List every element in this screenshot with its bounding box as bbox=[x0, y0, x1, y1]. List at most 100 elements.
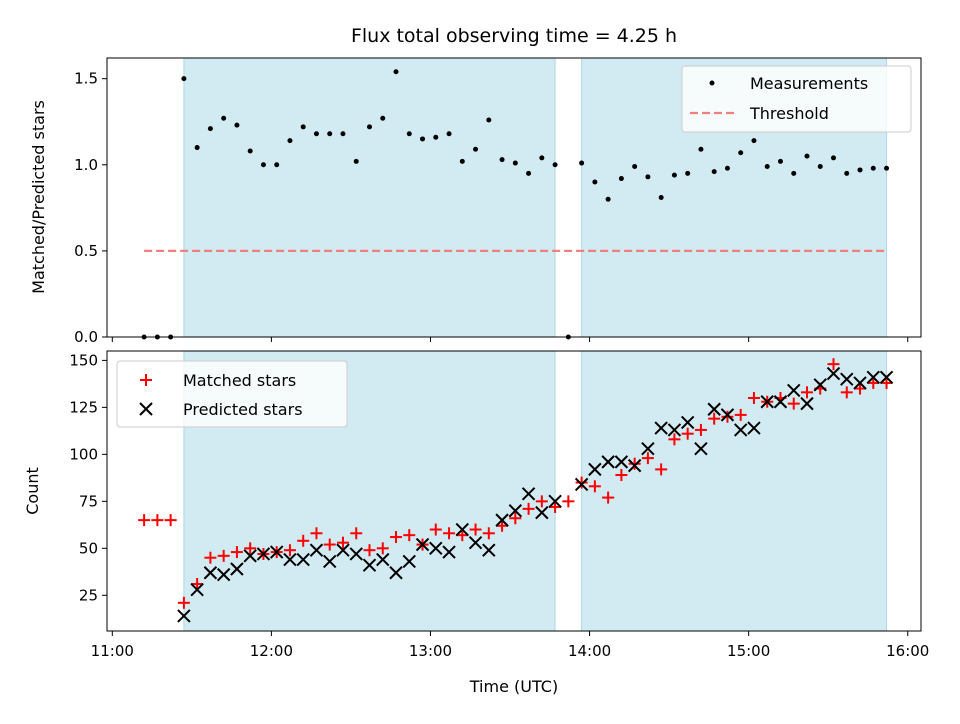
predicted-star-point bbox=[535, 505, 549, 520]
matched-star-point bbox=[681, 427, 694, 440]
predicted-star-point bbox=[508, 504, 523, 518]
y-tick-label: 75 bbox=[79, 492, 98, 510]
predicted-star-point bbox=[548, 494, 562, 509]
predicted-star-point bbox=[588, 462, 602, 477]
top-y-ticks: 0.0 0.5 1.0 1.5 bbox=[74, 70, 107, 346]
predicted-star-point bbox=[323, 554, 337, 569]
matched-star-point bbox=[230, 546, 243, 559]
matched-star-point bbox=[575, 476, 588, 489]
predicted-star-point bbox=[309, 543, 324, 557]
x-tick-label: 15:00 bbox=[727, 642, 770, 660]
predicted-star-point bbox=[283, 552, 297, 567]
measurement-point bbox=[486, 117, 492, 123]
measurement-point bbox=[724, 165, 730, 171]
measurement-point bbox=[207, 126, 213, 132]
predicted-star-point bbox=[190, 582, 204, 597]
predicted-star-point bbox=[720, 408, 735, 422]
predicted-star-point bbox=[879, 370, 894, 385]
measurement-point bbox=[260, 162, 266, 168]
measurement-point bbox=[844, 170, 850, 176]
y-tick-label: 150 bbox=[69, 351, 98, 369]
measurement-point bbox=[181, 76, 187, 82]
measurement-point bbox=[671, 172, 677, 178]
matched-star-point bbox=[655, 463, 668, 476]
matched-star-point bbox=[177, 596, 190, 609]
legend-measurements-marker bbox=[709, 80, 715, 86]
matched-star-point bbox=[429, 523, 442, 536]
matched-star-point bbox=[310, 527, 323, 540]
legend-threshold-label: Threshold bbox=[749, 104, 829, 123]
predicted-star-point bbox=[336, 543, 350, 557]
predicted-star-point bbox=[296, 552, 310, 567]
measurement-point bbox=[579, 160, 585, 166]
matched-star-point bbox=[721, 410, 734, 423]
matched-star-point bbox=[376, 542, 389, 555]
matched-star-point bbox=[363, 544, 376, 557]
measurement-point bbox=[287, 138, 293, 144]
top-legend: Measurements Threshold bbox=[681, 65, 912, 133]
measurement-point bbox=[327, 131, 333, 137]
y-tick-label: 1.5 bbox=[74, 70, 98, 88]
legend-matched-label: Matched stars bbox=[183, 371, 296, 390]
matched-star-point bbox=[615, 469, 628, 482]
matched-star-point bbox=[496, 519, 509, 532]
shaded-span bbox=[581, 350, 888, 632]
matched-star-point bbox=[217, 549, 230, 562]
predicted-star-point bbox=[521, 487, 536, 501]
measurement-point bbox=[711, 169, 717, 175]
matched-star-point bbox=[204, 551, 217, 564]
predicted-star-point bbox=[813, 378, 827, 392]
matched-star-point bbox=[734, 408, 747, 421]
predicted-star-point bbox=[256, 547, 271, 561]
y-tick-label: 50 bbox=[79, 539, 98, 557]
top-legend-box bbox=[681, 65, 912, 133]
predicted-stars-points bbox=[177, 366, 894, 623]
predicted-star-point bbox=[203, 566, 218, 580]
legend-predicted-marker bbox=[139, 402, 153, 416]
measurement-point bbox=[618, 176, 624, 182]
predicted-star-point bbox=[853, 376, 867, 390]
x-tick-label: 16:00 bbox=[886, 642, 929, 660]
measurement-point bbox=[366, 124, 372, 130]
predicted-star-point bbox=[627, 458, 642, 473]
predicted-star-point bbox=[362, 558, 377, 572]
measurement-point bbox=[884, 165, 890, 171]
predicted-star-point bbox=[667, 423, 682, 437]
matched-star-point bbox=[747, 391, 760, 404]
matched-star-point bbox=[164, 514, 177, 527]
measurement-point bbox=[738, 150, 744, 156]
matched-star-point bbox=[469, 523, 482, 536]
measurement-point bbox=[592, 179, 598, 185]
predicted-star-point bbox=[826, 366, 841, 381]
predicted-star-point bbox=[243, 549, 257, 563]
predicted-star-point bbox=[376, 552, 390, 567]
measurement-point bbox=[234, 122, 240, 128]
measurement-point bbox=[658, 195, 664, 200]
predicted-star-point bbox=[733, 423, 748, 437]
measurement-point bbox=[698, 146, 704, 152]
chart-title: Flux total observing time = 4.25 h bbox=[351, 25, 677, 47]
measurement-point bbox=[446, 131, 452, 137]
matched-star-point bbox=[562, 495, 575, 508]
matched-star-point bbox=[668, 433, 681, 446]
x-axis-label: Time (UTC) bbox=[469, 677, 558, 696]
matched-star-point bbox=[641, 452, 654, 465]
measurement-point bbox=[406, 131, 412, 137]
predicted-star-point bbox=[840, 372, 854, 386]
matched-star-point bbox=[535, 495, 548, 508]
predicted-star-point bbox=[455, 522, 470, 537]
matched-star-point bbox=[482, 527, 495, 540]
predicted-star-point bbox=[216, 567, 231, 582]
bottom-legend-box bbox=[116, 360, 348, 428]
x-tick-label: 11:00 bbox=[91, 642, 134, 660]
measurement-point bbox=[380, 115, 386, 121]
legend-matched-marker bbox=[140, 374, 152, 386]
shaded-span bbox=[183, 57, 556, 338]
predicted-star-point bbox=[601, 455, 615, 469]
predicted-star-point bbox=[389, 566, 403, 580]
matched-star-point bbox=[840, 386, 853, 399]
measurement-point bbox=[817, 164, 823, 169]
predicted-star-point bbox=[680, 415, 695, 430]
measurement-point bbox=[274, 162, 280, 168]
